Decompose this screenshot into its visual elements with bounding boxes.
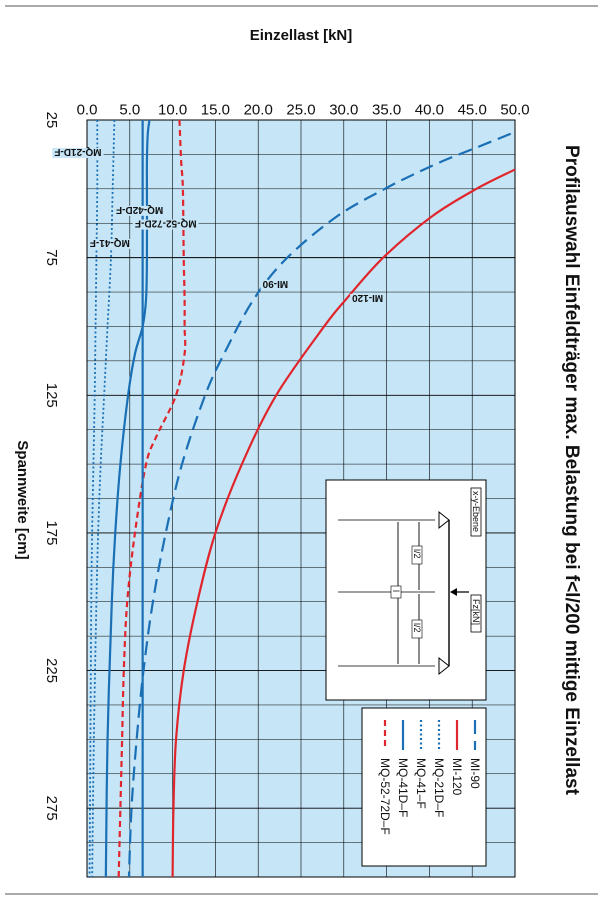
y-tick-label: 5.0 <box>119 102 140 119</box>
legend: MI-90 MI-120 MQ-21D–F MQ-41–F MQ-41D–F MQ-52-… <box>361 707 487 867</box>
y-tick-label: 0.0 <box>77 102 98 119</box>
dim-left-label: l/2 <box>412 549 422 559</box>
x-tick-label: 175 <box>43 520 60 545</box>
y-tick-label: 30.0 <box>329 102 358 119</box>
y-tick-label: 25.0 <box>286 102 315 119</box>
curve-label: MQ-41-F <box>90 237 130 248</box>
force-arrowhead <box>450 588 457 596</box>
x-tick-label: 75 <box>43 249 60 266</box>
rotated-chart-group: 25 75 125 175 225 275 0.0 5.0 10.0 15.0 20.0 25.0 30… <box>14 27 582 878</box>
load-diagram-inset: x-y-Ebene Fz[kN] l/2 l/2 l <box>325 479 487 701</box>
inset-box <box>325 479 487 701</box>
curve-label: MQ-52-72D-F <box>135 218 197 229</box>
y-tick-label: 40.0 <box>415 102 444 119</box>
legend-label: MQ-52-72D–F <box>378 758 392 835</box>
plane-label: x-y-Ebene <box>471 491 481 532</box>
support-left-icon <box>438 510 450 530</box>
curve-label-bg <box>350 293 386 304</box>
y-axis-label: Einzellast [kN] <box>250 27 353 44</box>
y-tick-label: 50.0 <box>500 102 529 119</box>
tick-labels: 25 75 125 175 225 275 0.0 5.0 10.0 15.0 20.0 25.0 30… <box>43 102 530 821</box>
series-line-0 <box>127 132 512 878</box>
curve-label-bg <box>52 148 104 159</box>
curve-labels: MI-120 MI-90 MQ-52-72D-F MQ-42D-F MQ-41-F MQ-… <box>52 146 386 304</box>
curve-label-bg <box>113 205 166 216</box>
series-line-5 <box>117 119 187 878</box>
curve-label: MI-120 <box>352 292 384 303</box>
x-axis-label: Spannweite [cm] <box>14 440 31 559</box>
y-tick-label: 10.0 <box>158 102 187 119</box>
y-tick-label: 15.0 <box>201 102 230 119</box>
plane-label-box <box>470 487 482 537</box>
dim-left-box <box>411 545 423 565</box>
dim-right-label: l/2 <box>412 623 422 633</box>
legend-label: MQ-41D–F <box>396 758 410 817</box>
curve-label-bg <box>87 238 132 249</box>
support-right-icon <box>438 656 450 676</box>
curve-label: MQ-42D-F <box>116 204 163 215</box>
chart-title: Profilauswahl Einfeldträger max. Belastu… <box>561 145 582 796</box>
force-label-box <box>470 594 482 633</box>
x-tick-label: 275 <box>43 796 60 821</box>
x-tick-label: 25 <box>43 112 60 129</box>
legend-label: MQ-21D–F <box>432 758 446 817</box>
y-tick-label: 20.0 <box>244 102 273 119</box>
dim-right-box <box>411 619 423 639</box>
curve-label-bg <box>260 280 291 291</box>
series-line-1 <box>171 168 516 878</box>
curves <box>88 119 516 878</box>
series-line-2 <box>91 119 116 878</box>
curve-label: MQ-21D-F <box>54 146 101 157</box>
series-line-4 <box>104 119 151 878</box>
legend-box <box>361 707 487 867</box>
curve-label-bg <box>132 219 199 230</box>
y-tick-label: 35.0 <box>372 102 401 119</box>
x-tick-label: 225 <box>43 658 60 683</box>
dim-span-box <box>390 585 402 599</box>
legend-label: MQ-41–F <box>414 758 428 809</box>
legend-label: MI-90 <box>468 758 482 789</box>
curve-label: MI-90 <box>262 278 288 289</box>
y-tick-label: 45.0 <box>458 102 487 119</box>
force-label: Fz[kN] <box>471 599 481 625</box>
x-tick-label: 125 <box>43 383 60 408</box>
legend-label: MI-120 <box>450 758 464 796</box>
dim-span-label: l <box>391 590 401 592</box>
